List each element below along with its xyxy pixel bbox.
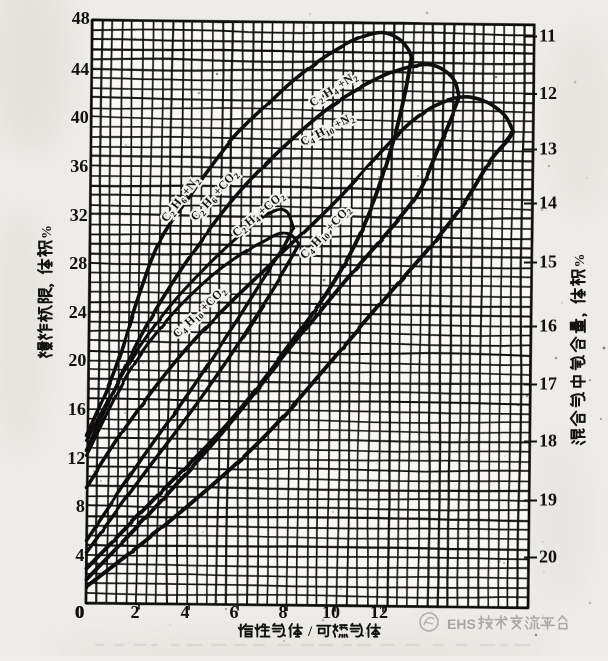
svg-text:48: 48 bbox=[72, 8, 90, 28]
svg-text:12: 12 bbox=[67, 448, 85, 468]
svg-text:4: 4 bbox=[75, 545, 84, 565]
svg-text:12: 12 bbox=[539, 83, 557, 103]
svg-text:40: 40 bbox=[71, 107, 89, 127]
svg-text:8: 8 bbox=[279, 602, 288, 622]
svg-text:18: 18 bbox=[539, 431, 557, 451]
svg-text:44: 44 bbox=[71, 59, 89, 79]
svg-text:32: 32 bbox=[70, 205, 88, 225]
svg-text:20: 20 bbox=[68, 350, 86, 370]
svg-text:24: 24 bbox=[69, 302, 87, 322]
svg-text:13: 13 bbox=[539, 139, 557, 159]
svg-text:16: 16 bbox=[68, 399, 86, 419]
svg-text:4: 4 bbox=[181, 602, 190, 622]
svg-text:15: 15 bbox=[539, 252, 557, 272]
svg-text:%: % bbox=[40, 225, 55, 239]
svg-text:20: 20 bbox=[539, 547, 557, 567]
svg-text:0: 0 bbox=[75, 602, 84, 622]
svg-text:16: 16 bbox=[539, 316, 557, 336]
svg-text:28: 28 bbox=[69, 253, 87, 273]
svg-text:11: 11 bbox=[539, 26, 556, 46]
svg-text:8: 8 bbox=[76, 496, 85, 516]
svg-text:12: 12 bbox=[370, 602, 388, 622]
svg-text:6: 6 bbox=[230, 602, 239, 622]
svg-text:19: 19 bbox=[539, 490, 557, 510]
svg-text:36: 36 bbox=[70, 156, 88, 176]
svg-text:0: 0 bbox=[76, 602, 85, 622]
svg-text:%: % bbox=[573, 254, 588, 268]
svg-text:14: 14 bbox=[539, 193, 557, 213]
svg-text:EHS: EHS bbox=[447, 616, 476, 632]
svg-text:17: 17 bbox=[539, 374, 557, 394]
svg-text:10: 10 bbox=[322, 602, 340, 622]
svg-text:/: / bbox=[307, 624, 313, 640]
svg-text:2: 2 bbox=[131, 602, 140, 622]
